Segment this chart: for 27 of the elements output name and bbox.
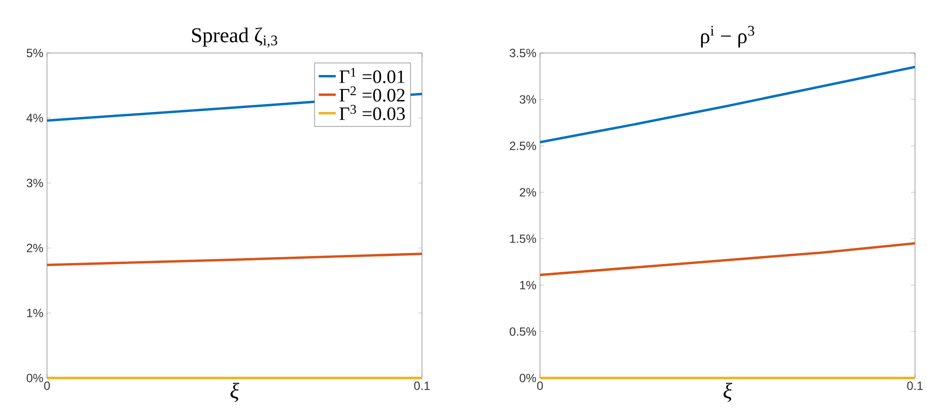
legend-label: Γ$^{1}$ =0.01	[340, 68, 404, 84]
chart-title: ρ$^{i}$ − ρ$^{3}$	[701, 26, 754, 48]
y-tick-label: 3%	[26, 178, 44, 188]
legend-label: Γ$^{3}$ =0.03	[340, 104, 405, 120]
y-tick-label: 1%	[27, 308, 44, 318]
x-axis-title: ξ	[230, 382, 240, 402]
x-tick-label: 0.1	[907, 382, 923, 390]
y-tick-label: 3%	[520, 95, 536, 104]
y-tick-label: 0.5%	[510, 327, 536, 336]
y-tick-label: 0%	[26, 374, 44, 382]
x-tick-label: 0	[44, 382, 50, 390]
x-tick-label: 0.1	[414, 382, 430, 390]
y-tick-label: 5%	[26, 48, 44, 58]
y-tick-label: 1.5%	[510, 234, 536, 243]
y-tick-label: 2%	[26, 244, 44, 252]
x-axis-title: ξ	[724, 382, 732, 402]
x-tick-label: 0	[537, 382, 543, 390]
legend-label: Γ$^{2}$ =0.02	[340, 86, 405, 102]
y-tick-label: 1%	[520, 280, 536, 290]
y-tick-label: 2.5%	[510, 142, 536, 150]
y-tick-label: 2%	[520, 188, 536, 196]
y-tick-label: 0%	[520, 374, 536, 382]
y-tick-label: 3.5%	[510, 48, 536, 58]
chart-title: Spread ζ$_{i,3}$	[192, 27, 278, 48]
line-series	[538, 242, 916, 276]
y-tick-label: 4%	[26, 114, 44, 122]
line-series	[538, 66, 916, 144]
